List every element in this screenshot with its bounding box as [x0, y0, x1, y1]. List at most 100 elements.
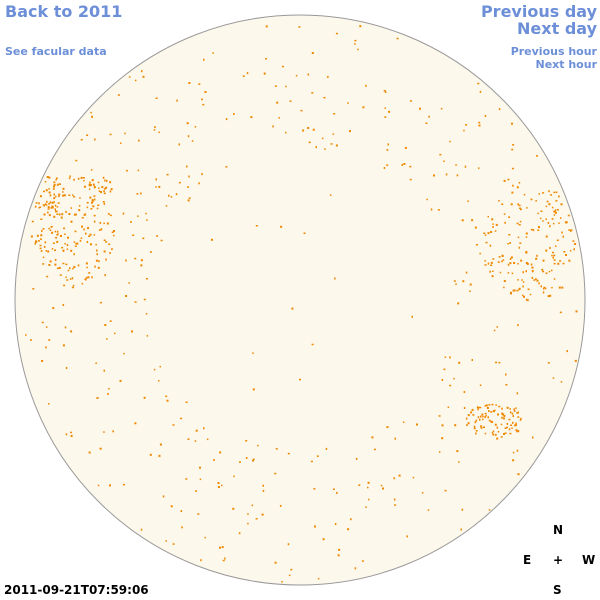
facula-speck: [39, 238, 42, 240]
facula-speck: [367, 481, 370, 484]
facula-speck: [511, 122, 513, 125]
facula-speck: [128, 282, 130, 284]
facula-speck: [55, 195, 57, 198]
facula-speck: [43, 245, 46, 248]
facula-speck: [290, 568, 293, 571]
facula-speck: [59, 183, 61, 185]
facula-speck: [515, 422, 517, 425]
facula-speck: [519, 419, 522, 421]
facula-speck: [504, 432, 507, 434]
facula-speck: [52, 188, 55, 190]
facula-speck: [478, 121, 481, 124]
facula-speck: [143, 298, 146, 301]
facula-speck: [485, 404, 488, 407]
facula-speck: [71, 277, 74, 280]
back-to-year-link[interactable]: Back to 2011: [5, 2, 123, 21]
previous-day-link[interactable]: Previous day: [480, 2, 597, 21]
facula-speck: [158, 380, 160, 382]
facula-speck: [501, 407, 503, 410]
facula-speck: [103, 431, 105, 433]
facula-speck: [104, 274, 106, 277]
facula-speck: [563, 251, 566, 253]
facula-speck: [383, 90, 386, 92]
facula-speck: [54, 263, 57, 266]
facula-speck: [411, 315, 413, 318]
facula-speck: [553, 278, 556, 280]
facula-speck: [63, 227, 66, 230]
facula-speck: [188, 197, 191, 199]
facula-speck: [141, 70, 143, 73]
facula-speck: [531, 270, 534, 272]
facula-speck: [41, 321, 44, 324]
facula-speck: [333, 113, 336, 115]
facula-speck: [86, 266, 88, 269]
facula-speck: [507, 263, 510, 266]
facula-speck: [56, 230, 59, 233]
facula-speck: [96, 397, 99, 399]
facula-speck: [560, 217, 562, 219]
facula-speck: [47, 211, 49, 214]
facula-speck: [202, 103, 205, 106]
facula-speck: [471, 408, 474, 411]
facula-speck: [55, 237, 58, 239]
facula-speck: [559, 311, 562, 314]
facula-speck: [103, 222, 105, 225]
previous-hour-link[interactable]: Previous hour: [510, 45, 597, 58]
facula-speck: [89, 184, 91, 187]
facula-speck: [107, 213, 110, 215]
facula-speck: [384, 107, 386, 109]
facula-speck: [102, 201, 105, 203]
facula-speck: [145, 313, 148, 315]
facula-speck: [500, 423, 503, 426]
facula-speck: [473, 427, 476, 430]
facula-speck: [458, 361, 461, 364]
facula-speck: [546, 200, 549, 203]
facula-speck: [547, 362, 550, 364]
facula-speck: [485, 241, 488, 244]
next-day-link[interactable]: Next day: [517, 19, 597, 38]
facula-speck: [484, 432, 487, 435]
facula-speck: [329, 194, 332, 196]
facula-speck: [53, 201, 55, 203]
facula-speck: [128, 76, 131, 78]
facula-speck: [247, 522, 249, 525]
facula-speck: [503, 280, 506, 282]
facula-speck: [96, 249, 98, 252]
facula-speck: [42, 256, 45, 259]
facula-speck: [170, 505, 173, 508]
facula-speck: [43, 213, 46, 216]
facula-speck: [93, 186, 96, 189]
facula-speck: [384, 90, 387, 93]
facula-speck: [160, 239, 163, 242]
facula-speck: [543, 288, 545, 290]
facula-speck: [58, 195, 60, 198]
facula-speck: [119, 379, 122, 382]
facula-speck: [120, 142, 122, 144]
facula-speck: [35, 202, 38, 204]
facula-speck: [213, 459, 215, 461]
facula-speck: [487, 232, 490, 235]
facula-speck: [252, 352, 254, 354]
facula-speck: [53, 183, 56, 186]
facula-speck: [245, 457, 248, 459]
facula-speck: [40, 250, 43, 252]
facula-speck: [388, 110, 391, 113]
facula-speck: [44, 203, 47, 206]
facula-speck: [53, 215, 56, 218]
facula-speck: [67, 269, 70, 272]
next-hour-link[interactable]: Next hour: [535, 58, 598, 71]
facula-speck: [36, 234, 39, 237]
facula-speck: [45, 346, 47, 349]
facula-speck: [180, 417, 183, 420]
facula-speck: [462, 280, 465, 283]
see-facular-data-link[interactable]: See facular data: [5, 45, 107, 58]
facula-speck: [47, 206, 50, 209]
facula-speck: [474, 226, 477, 229]
facula-speck: [217, 482, 220, 484]
facula-speck: [110, 188, 113, 191]
facula-speck: [490, 420, 492, 423]
facula-speck: [204, 91, 207, 93]
facula-speck: [45, 326, 48, 328]
facula-speck: [521, 279, 523, 281]
facula-speck: [130, 221, 132, 223]
